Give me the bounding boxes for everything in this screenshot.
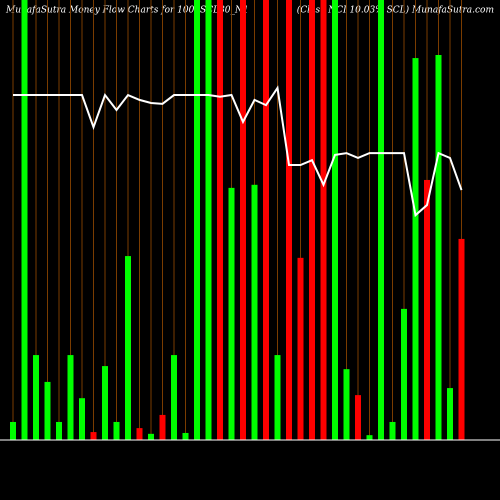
bar <box>355 395 361 440</box>
bar <box>286 0 292 440</box>
bar <box>159 414 166 440</box>
bar <box>205 0 212 440</box>
bar <box>297 257 304 440</box>
bar <box>274 355 281 440</box>
bar <box>136 428 143 440</box>
bar <box>263 0 269 440</box>
bar <box>194 0 200 440</box>
bar <box>389 421 396 440</box>
bar <box>343 369 350 440</box>
bar <box>79 398 85 440</box>
bar <box>21 0 28 440</box>
bar <box>320 0 327 440</box>
bar <box>148 433 154 440</box>
bar <box>171 355 177 440</box>
bar <box>332 0 338 440</box>
bar <box>412 58 419 441</box>
bar <box>240 0 246 440</box>
bar <box>228 187 235 440</box>
bar <box>401 308 407 440</box>
bar <box>102 366 108 440</box>
bar <box>424 179 430 440</box>
bar <box>33 355 39 440</box>
bar <box>309 0 315 440</box>
bar <box>10 421 16 440</box>
bar <box>113 421 120 440</box>
bar <box>378 0 384 440</box>
bar <box>251 184 258 440</box>
bar <box>67 355 74 440</box>
bar <box>44 381 51 440</box>
bar <box>217 0 223 440</box>
flow-line <box>13 85 463 218</box>
bar <box>56 421 62 440</box>
chart-title: MunafaSutra Money Flow Charts for 1003SC… <box>5 6 249 16</box>
bar <box>447 388 453 440</box>
bar <box>182 432 189 440</box>
chart-subtitle: (Close NCI 10.03% SCL) MunafaSutra.com <box>297 5 494 16</box>
bar <box>366 435 373 440</box>
bar <box>458 238 465 440</box>
bar <box>125 256 131 440</box>
bar <box>90 432 97 440</box>
bar <box>435 55 442 440</box>
